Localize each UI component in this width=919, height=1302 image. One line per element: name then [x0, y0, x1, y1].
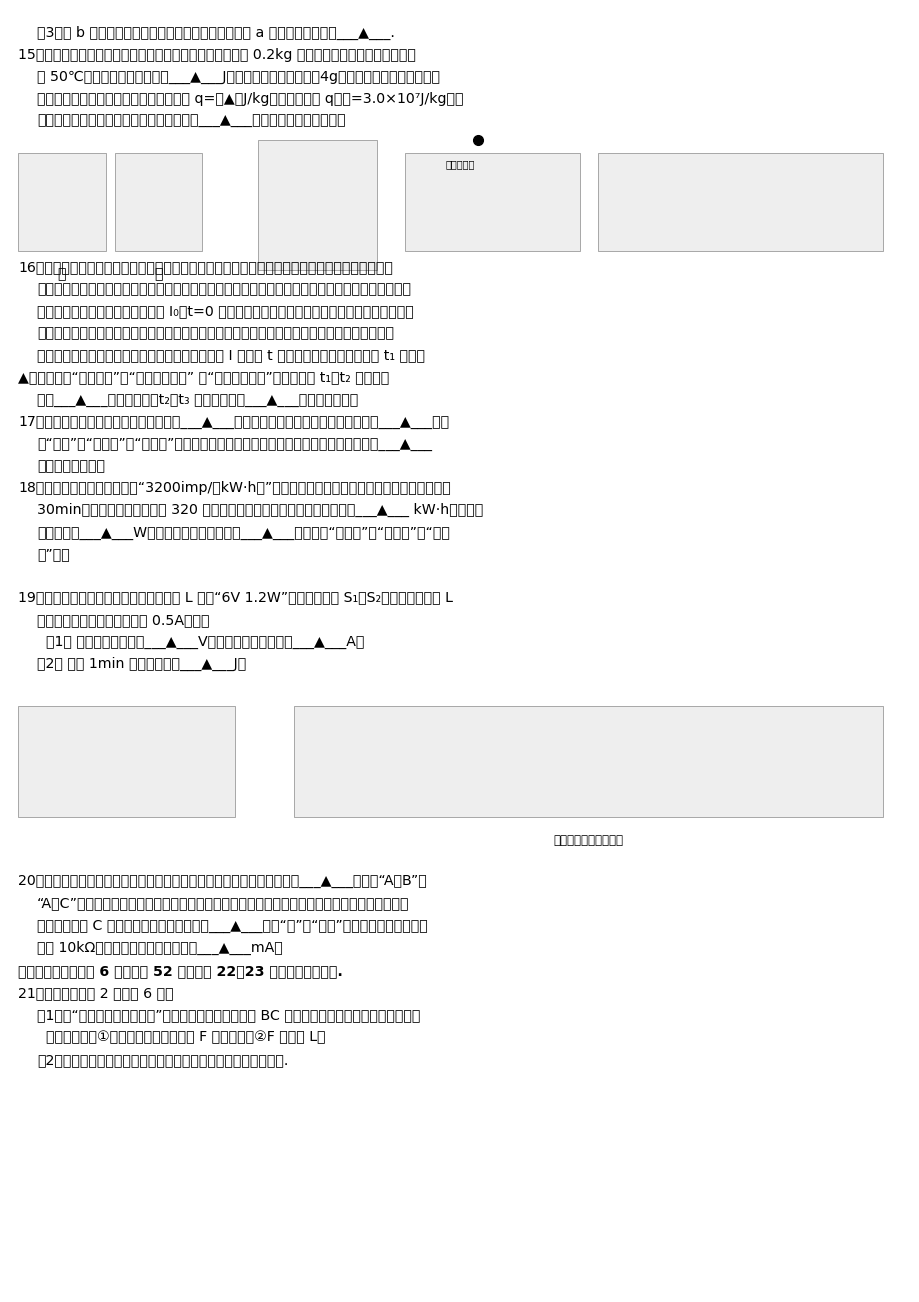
Text: 21．作图题（每图 2 分，公 6 分）: 21．作图题（每图 2 分，公 6 分） — [18, 987, 174, 1000]
Text: （1）在“探究杠杆的平衡条件”实验中，用弹簧测力计沿 BC 方向拉杠杆，使杠杆平衡，如图甲所: （1）在“探究杠杆的平衡条件”实验中，用弹簧测力计沿 BC 方向拉杠杆，使杠杆平… — [37, 1009, 420, 1022]
Text: 30min，电能表指示灯闪烁了 320 次。该用电器在上述时间内消耗的电能为___▲___ kW·h，它的额: 30min，电能表指示灯闪烁了 320 次。该用电器在上述时间内消耗的电能为__… — [37, 504, 482, 517]
Text: 定电功率是___▲___W，则这个用电器可能是：___▲___（选填：“电水壶”、“空调器”或“电视: 定电功率是___▲___W，则这个用电器可能是：___▲___（选填：“电水壶”… — [37, 526, 449, 539]
Text: 15．某同学用如图所示装置测量酒精热値，他在烧杯中加入 0.2kg 水，调好装置后，加热使水温升: 15．某同学用如图所示装置测量酒精热値，他在烧杯中加入 0.2kg 水，调好装置… — [18, 48, 415, 61]
Text: 阻为 10kΩ，触电时通过人体的电流为___▲___mA。: 阻为 10kΩ，触电时通过人体的电流为___▲___mA。 — [37, 941, 282, 954]
Text: 恰能正常发光，电流表示数为 0.5A。则：: 恰能正常发光，电流表示数为 0.5A。则： — [37, 613, 210, 626]
Text: 16．如图甲所示，质量不计的弹簧竖直固定在一压力传感器上，压力传感器是电阻阶値随受到压力: 16．如图甲所示，质量不计的弹簧竖直固定在一压力传感器上，压力传感器是电阻阶値随… — [18, 260, 392, 273]
Text: 修人员在图中 C 处不慎触电时，漏电保护器___▲___（填“会”或“不会”）切断电路。若人体电: 修人员在图中 C 处不慎触电时，漏电保护器___▲___（填“会”或“不会”）切… — [37, 919, 427, 932]
Text: （3）在 b 步骤中仍使槽锄在水平位置平衡的目的除了 a 步骤的目的外还有___▲___.: （3）在 b 步骤中仍使槽锄在水平位置平衡的目的除了 a 步骤的目的外还有___… — [37, 26, 394, 39]
Text: 机”）。: 机”）。 — [37, 548, 70, 561]
Text: 乙: 乙 — [153, 267, 163, 281]
Text: 17．用塑料镞子夹取砂码时，镞子相当于___▲___杠杆。通常情况下制作该镞子的材料是___▲___（选: 17．用塑料镞子夹取砂码时，镞子相当于___▲___杠杆。通常情况下制作该镞子的… — [18, 415, 449, 428]
Text: （1） 电动机两端电压为___▲___V，通过电动机的电流为___▲___A。: （1） 电动机两端电压为___▲___V，通过电动机的电流为___▲___A。 — [46, 635, 364, 648]
Text: 三、解答题：本题公 6 小题，公 52 分。解答 22、23 题时应有解题过程.: 三、解答题：本题公 6 小题，公 52 分。解答 22、23 题时应有解题过程. — [18, 965, 343, 978]
Text: 热量与水吸收的热量相等，算得酒精热値 q=　▲　J/kg，他查表得到 q酒精=3.0×10⁷J/kg，发: 热量与水吸收的热量相等，算得酒精热値 q= ▲ J/kg，他查表得到 q酒精=3… — [37, 92, 463, 105]
Text: 20．如图是安装了漏电保护器的家庭电路。当漏电保护器检测到通过图中___▲___（选填“A、B”或: 20．如图是安装了漏电保护器的家庭电路。当漏电保护器检测到通过图中___▲___… — [18, 875, 426, 888]
Text: 甲: 甲 — [57, 267, 66, 281]
Text: （2）如图乙，通过滑轮组向用力提升物体，请画出滑轮组的绳线.: （2）如图乙，通过滑轮组向用力提升物体，请画出滑轮组的绳线. — [37, 1053, 288, 1066]
Text: 示。请画出：①弹簧测力计对杠杆拉力 F 的示意图；②F 的力臂 L。: 示。请画出：①弹簧测力计对杠杆拉力 F 的示意图；②F 的力臂 L。 — [46, 1031, 325, 1044]
Text: 18．电子式电能表表盘上标有“3200imp/（kW·h）”字样，将某用电器单独接在该电能表上正常工作: 18．电子式电能表表盘上标有“3200imp/（kW·h）”字样，将某用电器单独… — [18, 482, 450, 495]
Text: ▲最小（选填“小球动能”、“小球重力势能” 或“弹簧弹性势能”，下同）， t₁～t₂ 这段时间: ▲最小（选填“小球动能”、“小球重力势能” 或“弹簧弹性势能”，下同）， t₁～… — [18, 371, 390, 384]
Text: “A、C”）两处的电流不相等（即发生漏电）时，会迅速切断电路，从而起到保护作用。当家电维: “A、C”）两处的电流不相等（即发生漏电）时，会迅速切断电路，从而起到保护作用。… — [37, 897, 409, 910]
Text: 放，小球落到弹簧上压缩弹簧到最低点，然后又被弹起离开弹簧，上升到一定高度后再下贸，如: 放，小球落到弹簧上压缩弹簧到最低点，然后又被弹起离开弹簧，上升到一定高度后再下贸… — [37, 327, 393, 340]
Text: 填“导体”、“绹缘体”或“半导体”）。握住镞子一段时间后，镞子的温度升高，这是通过___▲___: 填“导体”、“绹缘体”或“半导体”）。握住镞子一段时间后，镞子的温度升高，这是通… — [37, 437, 431, 450]
FancyBboxPatch shape — [257, 141, 377, 271]
FancyBboxPatch shape — [18, 154, 106, 250]
Text: 的增大而减小的变阻器（压力不超过最大値），压力传感器、电流表、定値电阻和电源组成一电路。: 的增大而减小的变阻器（压力不超过最大値），压力传感器、电流表、定値电阻和电源组成… — [37, 283, 411, 296]
FancyBboxPatch shape — [18, 706, 234, 818]
FancyBboxPatch shape — [294, 706, 882, 818]
FancyBboxPatch shape — [404, 154, 579, 250]
FancyBboxPatch shape — [115, 154, 202, 250]
Text: （2） 通电 1min 电路消耗电能___▲___J。: （2） 通电 1min 电路消耗电能___▲___J。 — [37, 658, 245, 671]
Text: 现两者偏差较大，你认为其中的原因可能是___▲___（写出一条原因即可）。: 现两者偏差较大，你认为其中的原因可能是___▲___（写出一条原因即可）。 — [37, 115, 345, 128]
Text: 家庭电路与漏电保护器: 家庭电路与漏电保护器 — [553, 835, 623, 846]
FancyBboxPatch shape — [597, 154, 882, 250]
Text: 此反复。整个过程中，不计能量损失，电流表示数 I 随时间 t 变化的图像如图乙所示，则 t₁ 时刻，: 此反复。整个过程中，不计能量损失，电流表示数 I 随时间 t 变化的图像如图乙所… — [37, 349, 425, 362]
Text: 压力传感器不受力时电流表示数是 I₀，t=0 时刻，将一金属小球从弹簧正上方某一高度由静止释: 压力传感器不受力时电流表示数是 I₀，t=0 时刻，将一金属小球从弹簧正上方某一… — [37, 305, 414, 318]
Text: 方式改变了内能。: 方式改变了内能。 — [37, 460, 105, 473]
Text: 内，___▲___一直在减小，t₂～t₃ 这段时间内，___▲___先增加后减小。: 内，___▲___一直在减小，t₂～t₃ 这段时间内，___▲___先增加后减小… — [37, 393, 357, 406]
Text: 压力传感器: 压力传感器 — [445, 160, 474, 169]
Text: 高 50℃，水需要吸收的热量为___▲___J，他测得此过程中消耗了4g酒精，利用酒精燃烧放出的: 高 50℃，水需要吸收的热量为___▲___J，他测得此过程中消耗了4g酒精，利… — [37, 70, 439, 83]
Text: 19．如图所示电路，电源电压不变，电灯 L 标有“6V 1.2W”字样。当开关 S₁、S₂均闭合时，电灯 L: 19．如图所示电路，电源电压不变，电灯 L 标有“6V 1.2W”字样。当开关 … — [18, 591, 453, 604]
